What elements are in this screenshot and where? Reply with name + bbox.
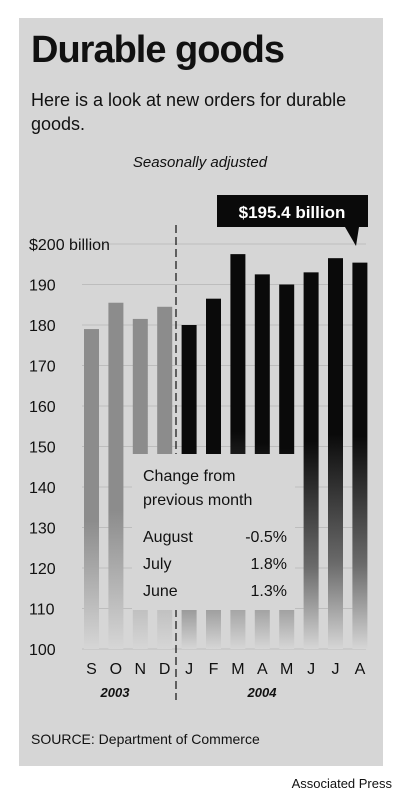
- callout-box: [217, 195, 368, 227]
- bar-1: [84, 329, 99, 649]
- change-box: Change from previous month August -0.5% …: [132, 454, 295, 610]
- x-tick-label: J: [332, 661, 340, 678]
- y-tick-label: 120: [29, 561, 56, 578]
- chart-panel: [19, 18, 383, 766]
- chart-subtitle: Here is a look at new orders for durable…: [31, 90, 347, 134]
- bar-10: [303, 272, 319, 649]
- y-tick-label: 140: [29, 480, 56, 497]
- bar-12: [352, 262, 368, 649]
- y-tick-label: 170: [29, 359, 56, 376]
- y-tick-label: 110: [29, 602, 55, 619]
- x-tick-label: M: [231, 661, 244, 678]
- change-box-background: [132, 454, 295, 610]
- x-tick-label: N: [135, 661, 147, 678]
- x-tick-label: A: [257, 661, 268, 678]
- year-label-2003: 2003: [100, 685, 131, 700]
- x-tick-label: A: [355, 661, 366, 678]
- change-row-june-label: June: [143, 583, 178, 600]
- bar-2: [108, 302, 124, 649]
- y-tick-label: 130: [29, 521, 56, 538]
- bar-11: [328, 258, 343, 649]
- callout-pointer: [345, 227, 359, 246]
- x-tick-label: S: [86, 661, 97, 678]
- y-tick-label: 100: [29, 642, 56, 659]
- chart-title: Durable goods: [31, 29, 285, 71]
- change-row-june-value: 1.3%: [251, 583, 287, 600]
- callout-label: $195.4 billion: [239, 203, 346, 222]
- credit-line: Associated Press: [291, 776, 392, 791]
- y-tick-label: 190: [29, 278, 56, 295]
- change-row-july-value: 1.8%: [251, 556, 287, 573]
- y-tick-label: $200 billion: [29, 237, 110, 254]
- change-box-heading-2: previous month: [143, 492, 252, 509]
- y-tick-label: 180: [29, 318, 56, 335]
- x-tick-label: O: [110, 661, 122, 678]
- x-tick-label: J: [307, 661, 315, 678]
- x-tick-label: M: [280, 661, 293, 678]
- x-tick-label: J: [185, 661, 193, 678]
- x-tick-label: F: [209, 661, 219, 678]
- seasonally-adjusted-note: Seasonally adjusted: [132, 154, 268, 171]
- year-label-2004: 2004: [247, 685, 278, 700]
- source-note: SOURCE: Department of Commerce: [31, 731, 260, 747]
- y-axis-ticks: $200 billion 190 180 170 160 150 140 130 120 110 1…: [29, 237, 110, 659]
- y-tick-label: 160: [29, 399, 56, 416]
- x-tick-label: D: [159, 661, 171, 678]
- change-row-august-label: August: [143, 529, 193, 546]
- change-row-july-label: July: [143, 556, 171, 573]
- change-box-heading-1: Change from: [143, 468, 236, 485]
- change-row-august-value: -0.5%: [245, 529, 287, 546]
- y-tick-label: 150: [29, 440, 56, 457]
- value-callout: $195.4 billion: [217, 195, 368, 246]
